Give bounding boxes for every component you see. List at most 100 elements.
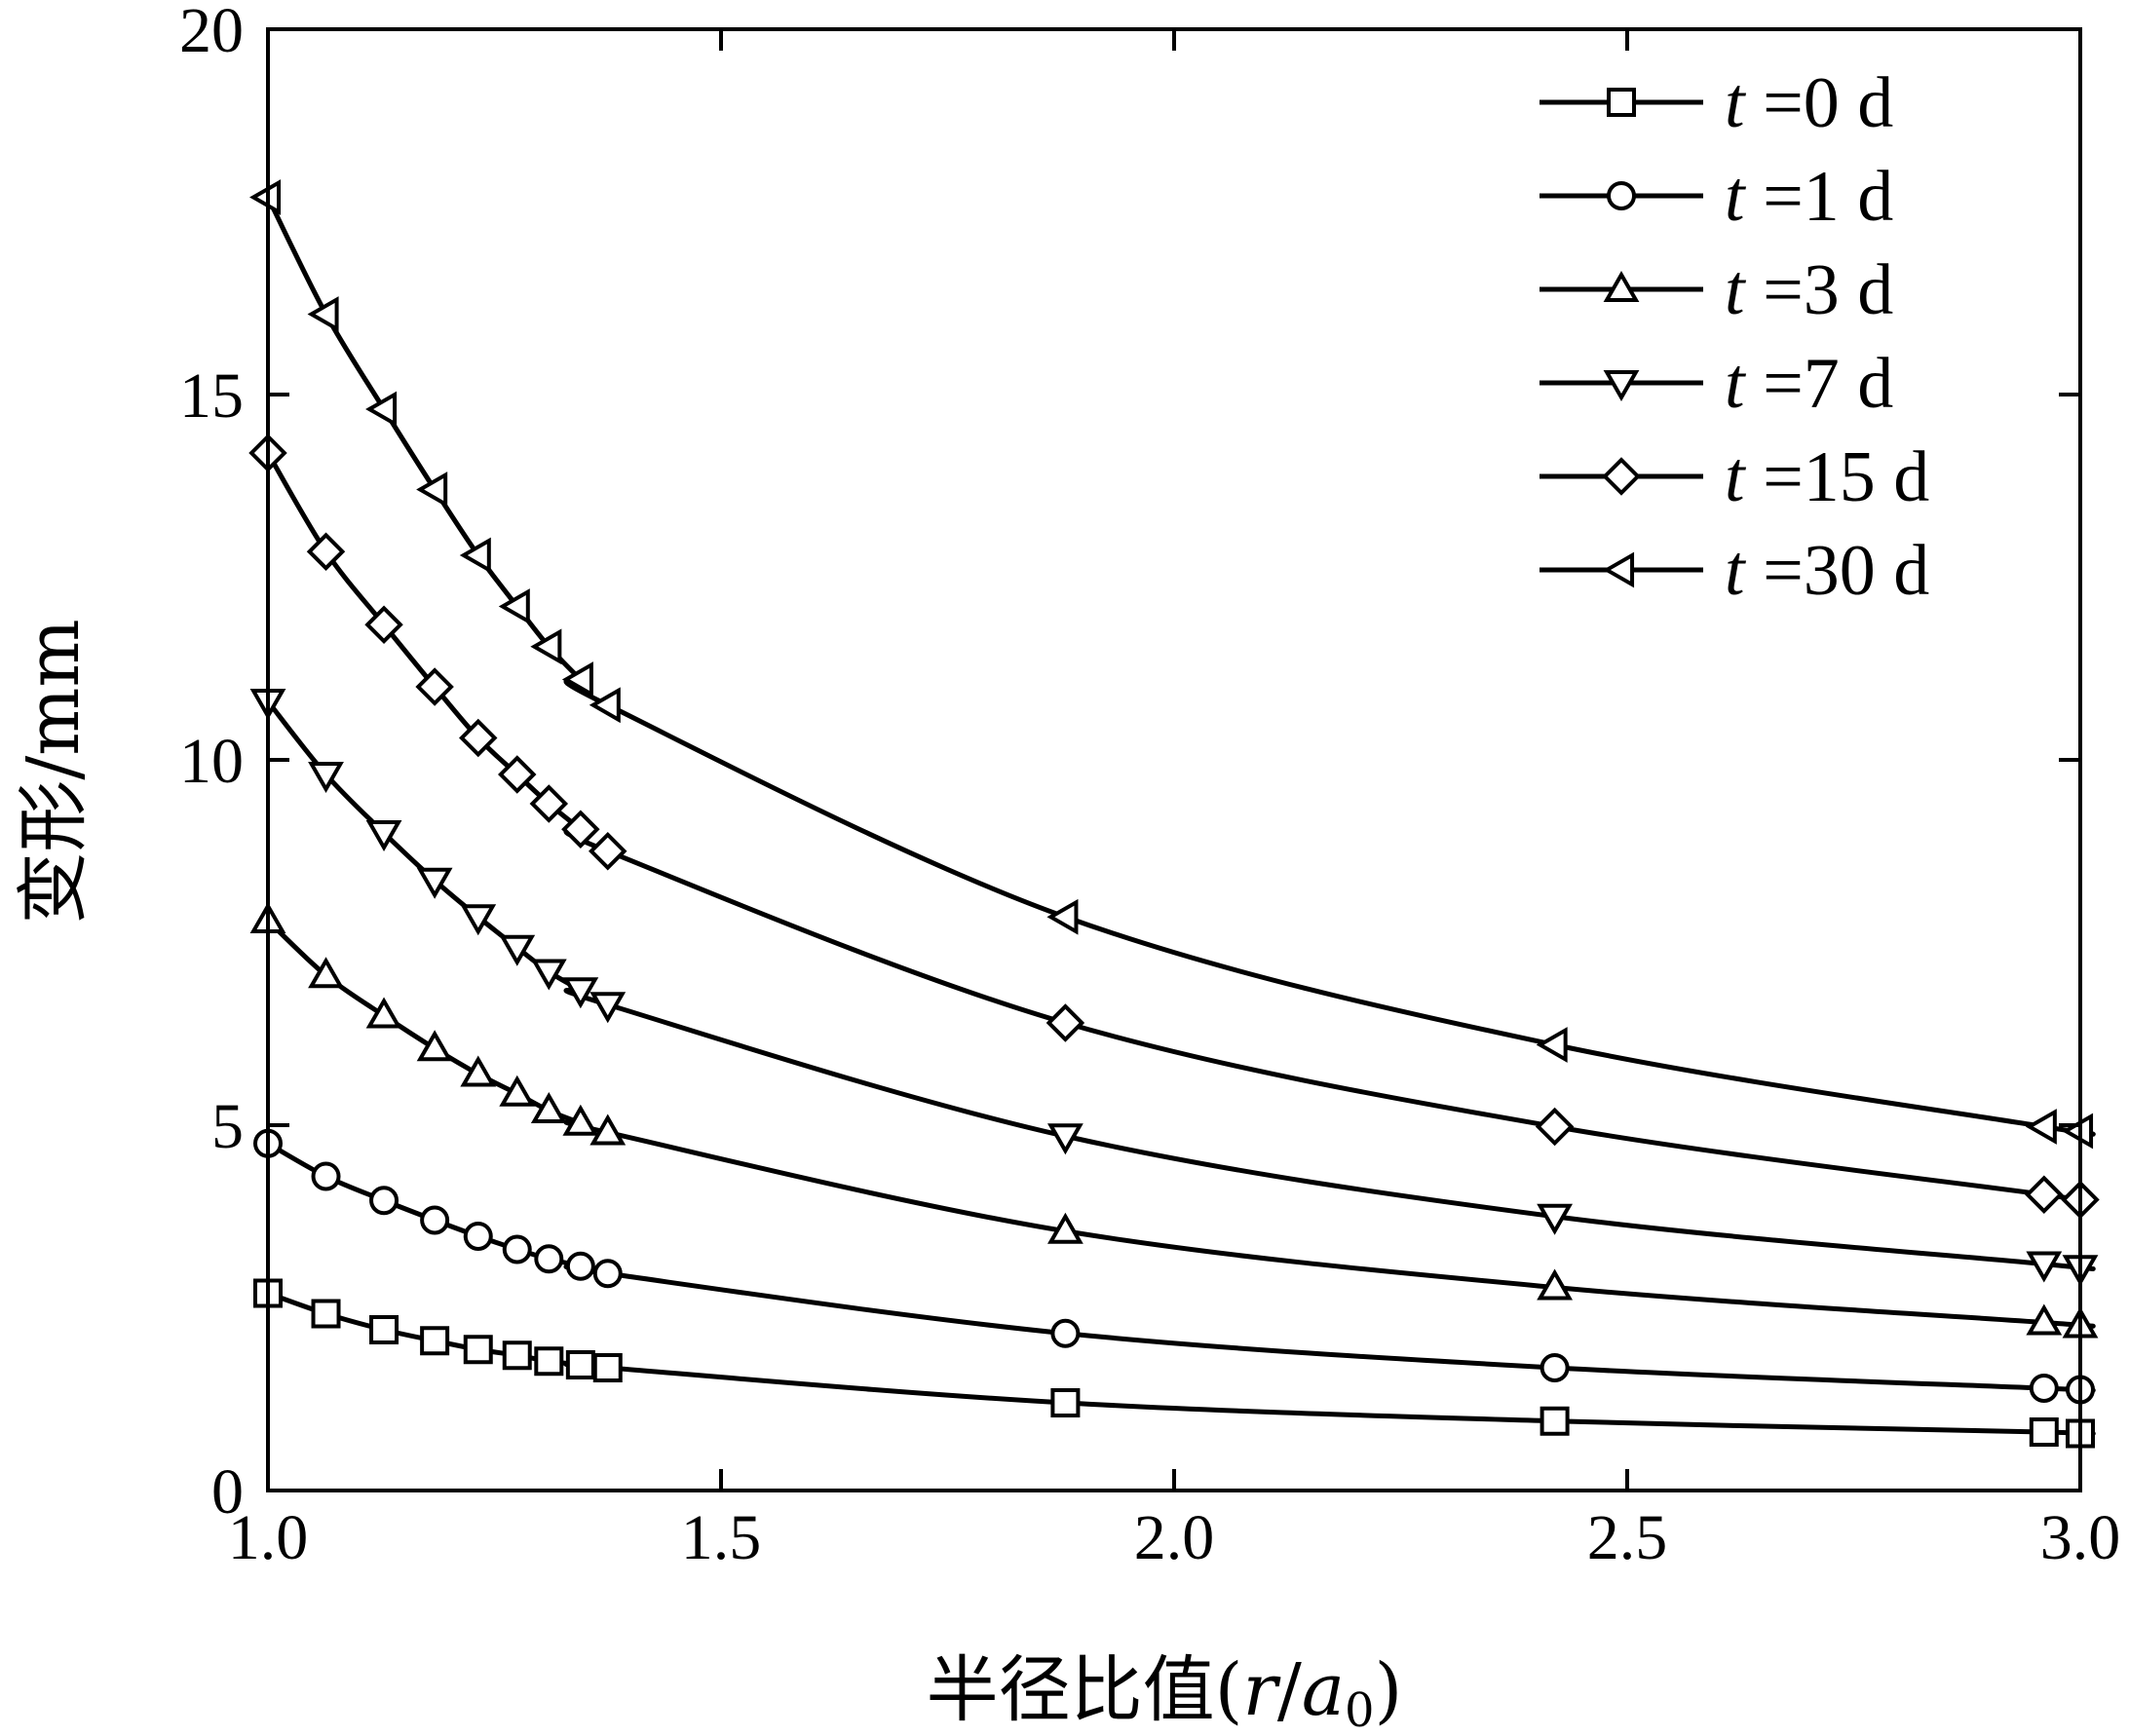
legend-marker [1603,551,1635,588]
data-point [460,1055,497,1087]
data-point [1535,1107,1575,1147]
series-1 [253,1128,2096,1405]
data-point [592,1353,623,1382]
data-point [589,832,627,871]
x-axis-title-prefix: 半径比值( [927,1648,1243,1732]
series-2 [249,902,2099,1339]
legend-label: t =7 d [1725,344,1893,424]
data-point [459,537,491,574]
data-point [561,661,593,698]
legend-marker [1607,88,1636,117]
legend-label-value: =7 d [1745,344,1894,424]
series-line [265,196,2096,1137]
y-tick-label: 20 [179,0,244,66]
x-axis-title-subscript: 0 [1345,1683,1375,1736]
series-3 [249,688,2099,1287]
data-point [365,997,402,1029]
data-point [1536,1027,1568,1063]
data-point [1046,1123,1084,1155]
legend-label-t: t [1725,250,1747,330]
data-point [463,1222,493,1251]
data-point [2025,1175,2064,1214]
data-point [1537,1268,1574,1301]
y-tick-label: 15 [179,360,244,432]
data-point [1540,1406,1570,1436]
data-point [534,1346,564,1377]
data-point [1537,1203,1574,1235]
legend-item: t =15 d [1540,437,1929,517]
legend-label-t: t [1725,437,1747,517]
data-point [529,784,569,823]
data-point [499,1075,536,1107]
x-axis-title-r: r [1243,1648,1282,1732]
data-point [459,718,498,758]
legend-label-value: =3 d [1745,250,1894,330]
plot-frame [266,27,2082,1492]
data-point [365,819,402,851]
data-point [502,1340,532,1371]
data-point [369,1186,399,1216]
data-point [415,667,454,706]
data-point [416,472,448,508]
data-point [530,959,567,991]
data-point [364,605,403,644]
legend-label: t =1 d [1725,157,1893,237]
data-point [498,588,530,624]
y-axis-title: 变形/mm [12,619,95,924]
data-point [2026,1251,2063,1283]
legend: t =0 dt =1 dt =3 dt =7 dt =15 dt =30 d [1540,63,1929,611]
data-point [311,1161,341,1191]
data-point [2029,1374,2059,1403]
data-point [498,755,537,794]
data-point [1045,1003,1085,1042]
data-point [565,1251,595,1281]
data-point [1046,1212,1084,1244]
y-tick-label: 0 [211,1456,244,1528]
data-point [502,1234,532,1264]
data-point [308,957,344,989]
data-point [530,1092,567,1124]
x-tick-label: 2.5 [1587,1502,1668,1573]
legend-marker [1602,457,1641,496]
x-tick-label: 2.0 [1134,1502,1215,1573]
legend-label-value: =30 d [1745,531,1930,611]
legend-item: t =3 d [1540,250,1893,330]
y-tick-label: 5 [211,1091,244,1162]
legend-label-t: t [1725,157,1747,237]
data-point [1540,1353,1570,1382]
legend-marker [1603,271,1640,303]
data-point [308,761,344,793]
plot-area [248,179,2100,1449]
legend-marker [1603,369,1640,401]
data-point [1050,1318,1081,1348]
data-point [416,867,453,899]
data-point [2026,1303,2063,1336]
legend-label-t: t [1725,344,1747,424]
x-axis-title-slash: / [1277,1648,1302,1732]
x-tick-label: 3.0 [2040,1502,2121,1573]
data-point [562,977,599,1009]
data-point [499,934,536,966]
data-point [534,1244,564,1274]
x-tick-label: 1.0 [228,1502,309,1573]
x-axis-title-suffix: ) [1374,1648,1402,1732]
data-point [561,810,600,849]
x-axis-title-a: a [1302,1648,1345,1732]
legend-label: t =15 d [1725,437,1929,517]
data-point [589,1113,627,1146]
x-axis-title: 半径比值(r/a0) [927,1648,1403,1736]
legend-item: t =1 d [1540,157,1893,237]
data-point [1050,1388,1081,1417]
data-point [1046,898,1079,935]
legend-marker [1607,181,1636,210]
data-point [306,532,346,571]
legend-item: t =30 d [1540,531,1929,611]
data-point [311,1299,341,1329]
axes: 1.0 1.5 2.0 2.5 3.0 0 5 10 15 20 [179,0,2120,1573]
data-point [416,1030,453,1062]
data-point [2025,1109,2057,1145]
legend-label: t =30 d [1725,531,1929,611]
legend-label-value: =0 d [1745,63,1894,143]
data-point [420,1326,450,1356]
legend-item: t =0 d [1540,63,1893,143]
